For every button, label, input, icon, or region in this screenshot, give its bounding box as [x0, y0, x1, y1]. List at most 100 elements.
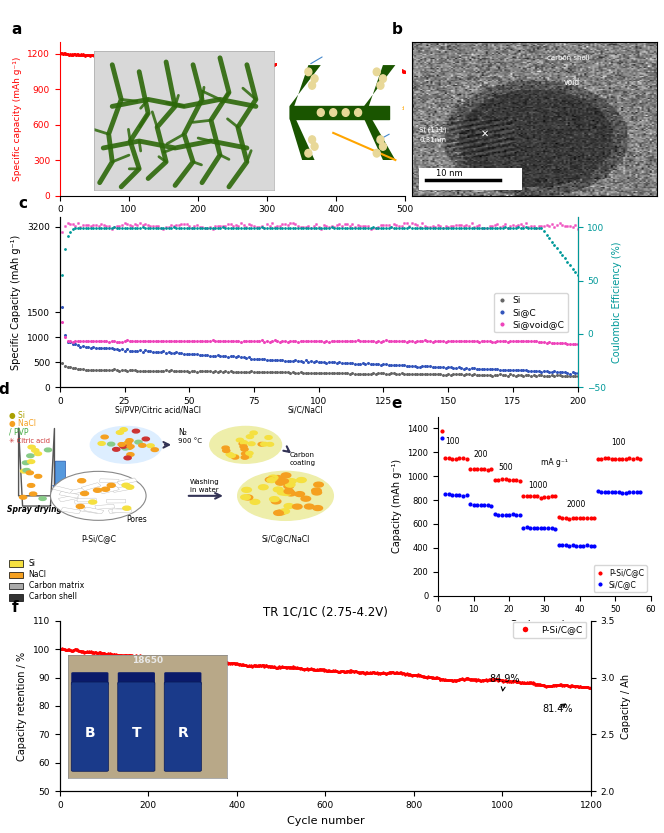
Text: N₂: N₂ [178, 427, 187, 436]
Y-axis label: Capacity (mAh g⁻¹): Capacity (mAh g⁻¹) [392, 459, 402, 553]
Circle shape [29, 492, 37, 496]
Circle shape [226, 452, 233, 456]
Circle shape [248, 441, 255, 446]
Text: 100: 100 [445, 437, 459, 446]
Circle shape [118, 442, 125, 446]
FancyBboxPatch shape [100, 479, 119, 483]
Circle shape [50, 471, 146, 521]
Circle shape [23, 461, 29, 465]
Circle shape [279, 479, 288, 483]
Circle shape [286, 491, 295, 496]
Text: carbon sheath: carbon sheath [341, 47, 386, 52]
Circle shape [23, 468, 31, 472]
Bar [9, 571, 23, 578]
Circle shape [222, 449, 230, 452]
Circle shape [286, 482, 295, 487]
Circle shape [78, 479, 86, 483]
Text: Carbon shell: Carbon shell [29, 592, 76, 601]
Circle shape [314, 482, 323, 487]
Text: NaCl: NaCl [29, 570, 46, 579]
Circle shape [284, 484, 293, 489]
FancyBboxPatch shape [112, 509, 131, 513]
Circle shape [231, 455, 238, 458]
X-axis label: Cycle number: Cycle number [287, 816, 364, 826]
FancyBboxPatch shape [117, 478, 137, 485]
Circle shape [313, 506, 323, 511]
Text: P-Si/C@C: P-Si/C@C [81, 534, 116, 543]
FancyBboxPatch shape [59, 491, 79, 498]
Text: in water: in water [190, 486, 218, 493]
Circle shape [241, 495, 250, 500]
Circle shape [151, 448, 158, 451]
Circle shape [276, 510, 286, 515]
Text: Si (111): Si (111) [419, 126, 447, 132]
Bar [9, 594, 23, 601]
Circle shape [89, 500, 97, 504]
Circle shape [239, 442, 246, 446]
Circle shape [116, 431, 124, 434]
Circle shape [242, 487, 252, 492]
Circle shape [258, 485, 268, 490]
Circle shape [94, 488, 102, 492]
Circle shape [120, 445, 127, 448]
Circle shape [250, 431, 257, 435]
Text: Spray drying: Spray drying [7, 505, 62, 514]
Text: 200: 200 [473, 450, 488, 459]
Bar [419, 168, 522, 190]
Circle shape [76, 505, 84, 508]
Text: Si/C@C/NaCl: Si/C@C/NaCl [262, 534, 309, 543]
Circle shape [261, 442, 268, 446]
Circle shape [122, 446, 129, 450]
Circle shape [242, 451, 249, 456]
Text: ● Si: ● Si [9, 412, 25, 421]
FancyBboxPatch shape [74, 500, 94, 504]
Circle shape [287, 479, 296, 484]
Circle shape [120, 427, 127, 431]
FancyBboxPatch shape [77, 498, 96, 502]
Circle shape [241, 456, 248, 459]
Circle shape [32, 449, 39, 452]
Circle shape [274, 487, 283, 492]
Circle shape [280, 509, 290, 514]
Circle shape [27, 460, 35, 463]
Circle shape [113, 447, 120, 451]
Circle shape [244, 454, 252, 458]
Text: void: void [564, 77, 580, 87]
Text: Carbon matrix: Carbon matrix [29, 581, 84, 590]
Text: carbon shell: carbon shell [547, 55, 590, 61]
Circle shape [276, 481, 286, 485]
Circle shape [90, 426, 162, 463]
X-axis label: Cycle number: Cycle number [511, 620, 578, 630]
Text: 84.9%: 84.9% [489, 674, 520, 691]
Circle shape [282, 491, 291, 496]
FancyBboxPatch shape [81, 483, 101, 491]
Legend: P-Si/C@C: P-Si/C@C [513, 621, 586, 638]
Circle shape [282, 473, 291, 478]
Circle shape [19, 496, 27, 499]
Circle shape [284, 489, 293, 494]
Circle shape [108, 483, 116, 487]
Text: mA g⁻¹: mA g⁻¹ [541, 458, 568, 467]
Circle shape [295, 491, 305, 496]
Circle shape [98, 441, 105, 446]
FancyBboxPatch shape [58, 495, 78, 501]
Circle shape [311, 488, 321, 493]
FancyBboxPatch shape [106, 499, 125, 503]
Y-axis label: Specific Capacity (mAh g⁻¹): Specific Capacity (mAh g⁻¹) [11, 234, 21, 370]
Text: Carbon: Carbon [290, 452, 315, 458]
Circle shape [28, 446, 35, 449]
Circle shape [301, 496, 311, 501]
Circle shape [124, 456, 131, 460]
Text: 2000: 2000 [566, 501, 586, 509]
Circle shape [284, 504, 293, 508]
Text: 10 nm: 10 nm [436, 169, 463, 177]
Text: 1000: 1000 [528, 481, 547, 490]
Circle shape [101, 435, 108, 439]
Circle shape [147, 444, 154, 447]
Circle shape [125, 446, 133, 450]
Title: TR 1C/1C (2.75-4.2V): TR 1C/1C (2.75-4.2V) [263, 605, 388, 618]
Text: ● NaCl: ● NaCl [9, 420, 36, 428]
Circle shape [258, 442, 266, 446]
Circle shape [127, 452, 134, 456]
Bar [9, 583, 23, 589]
